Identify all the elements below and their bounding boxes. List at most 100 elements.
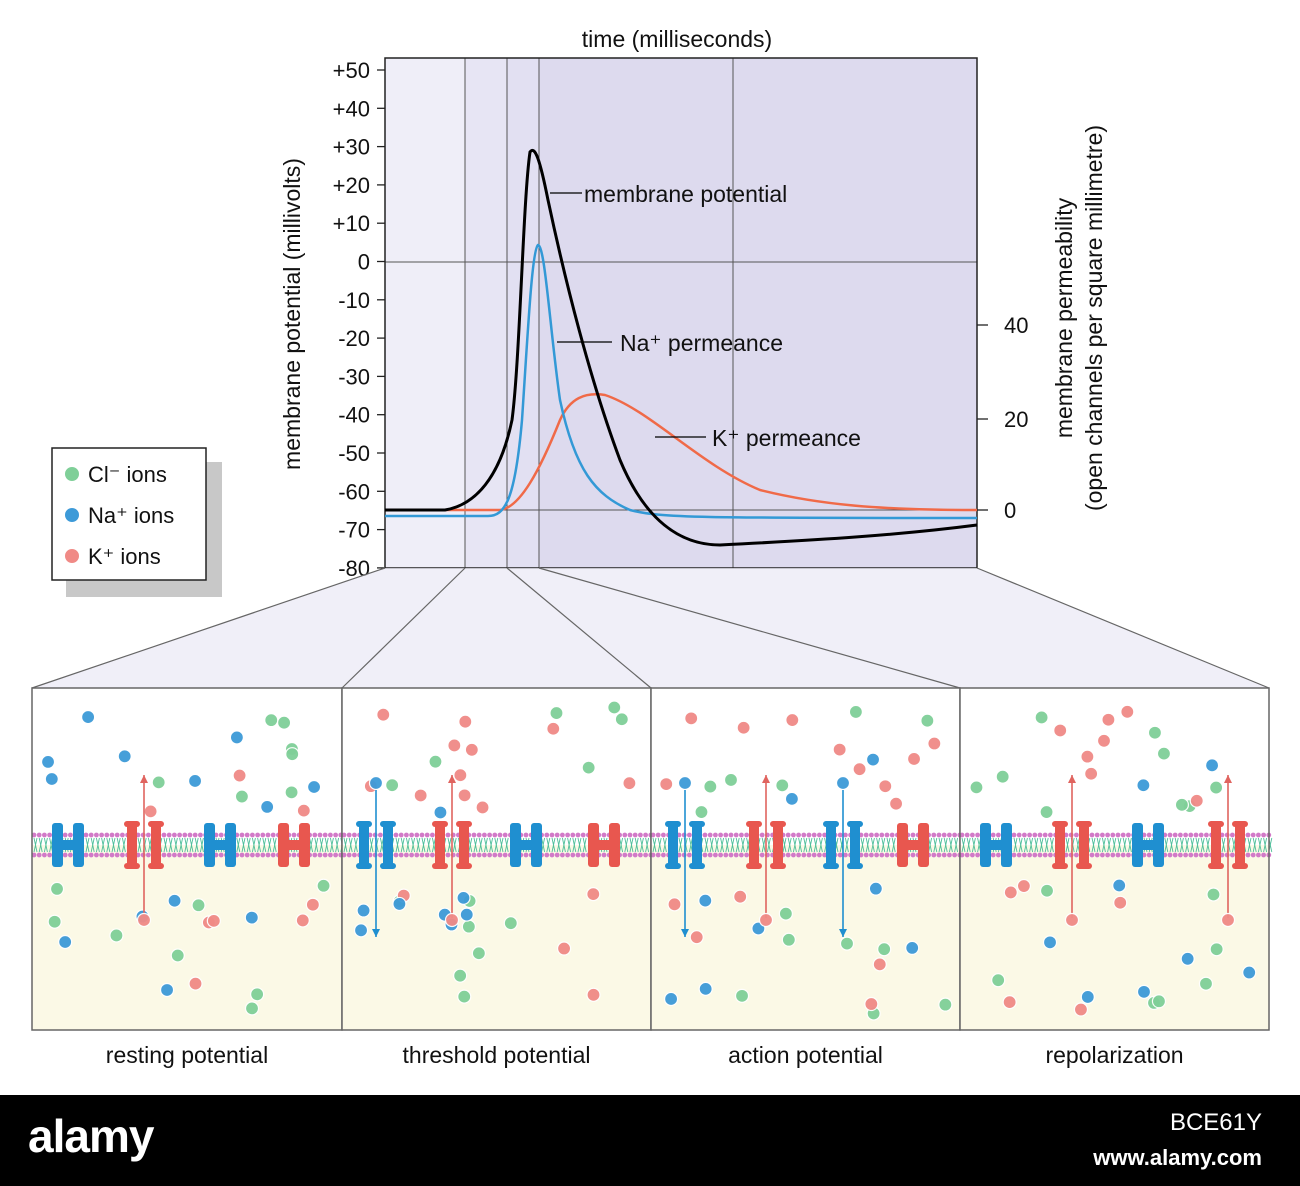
- lipid-tail: [645, 837, 650, 853]
- lipid-head: [120, 832, 125, 838]
- lipid-tail: [257, 837, 262, 853]
- lipid-tail: [38, 837, 43, 853]
- lipid-tail: [194, 837, 199, 853]
- lipid-tail: [353, 837, 358, 853]
- lipid-head: [952, 832, 957, 838]
- lipid-tail: [1169, 837, 1174, 853]
- lipid-head: [445, 852, 451, 858]
- zoom-line: [31, 567, 386, 689]
- lipid-head: [476, 832, 482, 838]
- lipid-tail: [577, 837, 582, 853]
- lipid-tail: [95, 837, 100, 853]
- lipid-head: [239, 852, 245, 858]
- lipid-tail: [379, 837, 384, 853]
- lipid-head: [1178, 852, 1183, 858]
- channel-part: [356, 863, 372, 869]
- lipid-head: [424, 832, 430, 838]
- lipid-tail: [447, 837, 452, 853]
- lipid-head: [1245, 832, 1251, 838]
- lipid-tail: [541, 837, 546, 853]
- image-code: BCE61Y: [1169, 1109, 1262, 1136]
- ion: [44, 771, 59, 787]
- ion: [306, 779, 322, 795]
- lipid-tail: [546, 837, 551, 853]
- ion: [49, 881, 65, 897]
- channel-part: [1232, 863, 1248, 869]
- lipid-tail: [1190, 837, 1195, 853]
- left-tick-label: +10: [333, 211, 370, 236]
- lipid-head: [843, 852, 848, 858]
- lipid-tail: [865, 837, 870, 853]
- lipid-head: [1230, 832, 1235, 838]
- extracellular-region: [960, 688, 1269, 845]
- lipid-head: [68, 852, 73, 858]
- lipid-head: [104, 852, 110, 858]
- lipid-head: [702, 852, 708, 858]
- ion: [229, 730, 244, 745]
- ion: [1003, 885, 1018, 900]
- lipid-tail: [720, 837, 725, 853]
- lipid-head: [492, 852, 498, 858]
- lipid-head: [99, 832, 104, 838]
- lipid-head: [874, 852, 879, 858]
- ion: [1034, 710, 1049, 725]
- lipid-tail: [504, 837, 509, 853]
- lipid-head: [317, 852, 323, 858]
- channel-part: [918, 823, 929, 867]
- lipid-head: [94, 832, 99, 838]
- lipid-tail: [431, 837, 436, 853]
- lipid-head: [936, 832, 942, 838]
- lipid-tail: [236, 837, 241, 853]
- lipid-tail: [1247, 837, 1252, 853]
- lipid-head: [114, 832, 120, 838]
- ion: [784, 791, 800, 806]
- lipid-tail: [725, 837, 730, 853]
- lipid-tail: [1122, 837, 1127, 853]
- lipid-head: [1178, 832, 1183, 838]
- lipid-head: [661, 852, 666, 858]
- left-tick-label: -20: [338, 326, 370, 351]
- legend-swatch: [64, 548, 80, 564]
- channel-part: [596, 840, 612, 850]
- lipid-head: [1146, 852, 1152, 858]
- ion: [1084, 766, 1099, 781]
- lipid-tail: [452, 837, 457, 853]
- lipid-tail: [813, 837, 818, 853]
- lipid-head: [1089, 832, 1095, 838]
- lipid-tail: [740, 837, 745, 853]
- lipid-head: [409, 852, 414, 858]
- lipid-head: [713, 832, 718, 838]
- panel-label: action potential: [728, 1042, 883, 1068]
- lipid-head: [1183, 832, 1188, 838]
- lipid-head: [996, 832, 1001, 838]
- lipid-tail: [329, 837, 334, 853]
- channel-part: [151, 823, 161, 867]
- lipid-tail: [567, 837, 572, 853]
- ion: [143, 804, 158, 819]
- lipid-head: [476, 852, 482, 858]
- lipid-head: [990, 832, 996, 838]
- channel-part: [1235, 823, 1245, 867]
- lipid-head: [430, 852, 435, 858]
- lipid-head: [632, 852, 638, 858]
- lipid-tail: [1164, 837, 1169, 853]
- left-tick-label: +40: [333, 96, 370, 121]
- lipid-tail: [494, 837, 499, 853]
- channel-part: [60, 840, 76, 850]
- ion: [1064, 912, 1080, 928]
- lipid-head: [739, 852, 744, 858]
- lipid-head: [822, 852, 827, 858]
- left-tick-label: -30: [338, 364, 370, 389]
- lipid-tail: [652, 837, 657, 853]
- ion: [1016, 878, 1032, 894]
- lipid-head: [554, 832, 560, 838]
- lipid-head: [419, 832, 425, 838]
- ion: [549, 705, 564, 721]
- ion: [1039, 883, 1055, 898]
- channel-part: [518, 840, 534, 850]
- lipid-head: [733, 832, 739, 838]
- lipid-tail: [876, 837, 881, 853]
- lipid-tail: [173, 837, 178, 853]
- lipid-head: [482, 852, 487, 858]
- lipid-tail: [251, 837, 256, 853]
